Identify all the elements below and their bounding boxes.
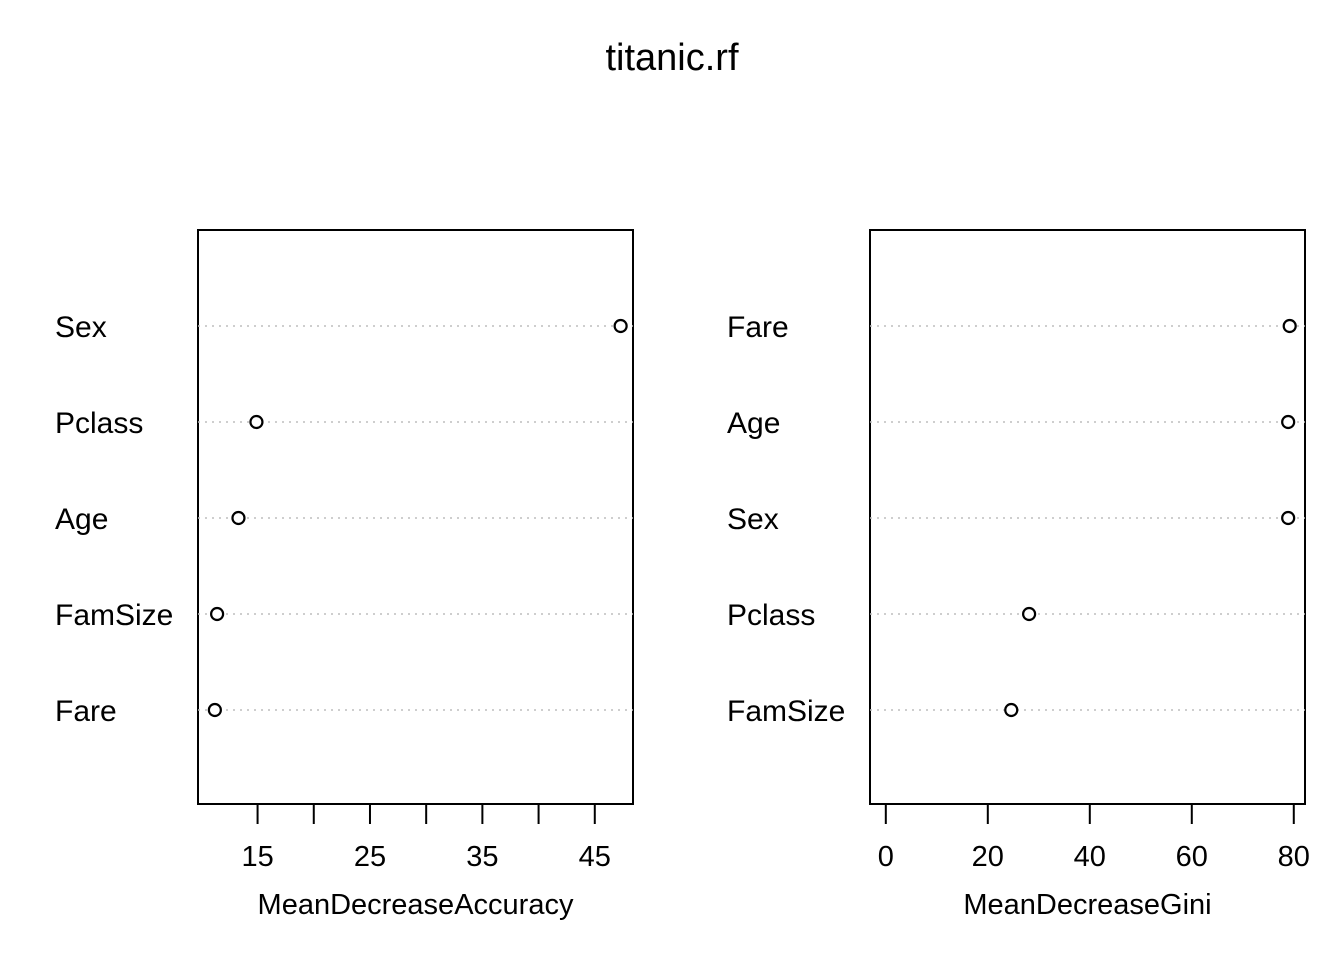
- x-tick-label: 25: [354, 841, 386, 873]
- data-point: [210, 606, 225, 622]
- category-label: FamSize: [727, 695, 845, 728]
- x-tick-label: 15: [241, 841, 273, 873]
- x-tick-label: 60: [1176, 841, 1208, 873]
- data-point: [1281, 510, 1296, 526]
- x-tick-label: 35: [466, 841, 498, 873]
- x-axis-title: MeanDecreaseGini: [963, 889, 1211, 921]
- category-label: Pclass: [727, 599, 815, 632]
- chart-title: titanic.rf: [605, 37, 738, 79]
- category-label: FamSize: [55, 599, 173, 632]
- panel-2: Fare Age Sex Pclass FamSize 0 20 40 60 80 MeanDecr…: [727, 229, 1310, 921]
- category-label: Age: [727, 407, 780, 440]
- category-label: Fare: [55, 695, 117, 728]
- x-tick-label: 40: [1074, 841, 1106, 873]
- category-label: Fare: [727, 311, 789, 344]
- data-point: [613, 318, 628, 334]
- plot-frame: [197, 229, 634, 805]
- panel-1: Sex Pclass Age FamSize Fare 15 25 35 45MeanDecre…: [55, 229, 634, 921]
- category-label: Sex: [55, 311, 107, 344]
- x-tick-label: 0: [878, 841, 894, 873]
- x-tick-label: 20: [972, 841, 1004, 873]
- category-label: Pclass: [55, 407, 143, 440]
- plot-frame: [869, 229, 1306, 805]
- data-point: [1281, 414, 1296, 430]
- x-tick-label: 80: [1278, 841, 1310, 873]
- category-label: Sex: [727, 503, 779, 536]
- data-point: [207, 702, 222, 718]
- data-point: [1282, 318, 1297, 334]
- data-point: [1022, 606, 1037, 622]
- data-point: [249, 414, 264, 430]
- data-point: [231, 510, 246, 526]
- x-tick-label: 45: [579, 841, 611, 873]
- x-axis-title: MeanDecreaseAccuracy: [258, 889, 574, 921]
- data-point: [1004, 702, 1019, 718]
- category-label: Age: [55, 503, 108, 536]
